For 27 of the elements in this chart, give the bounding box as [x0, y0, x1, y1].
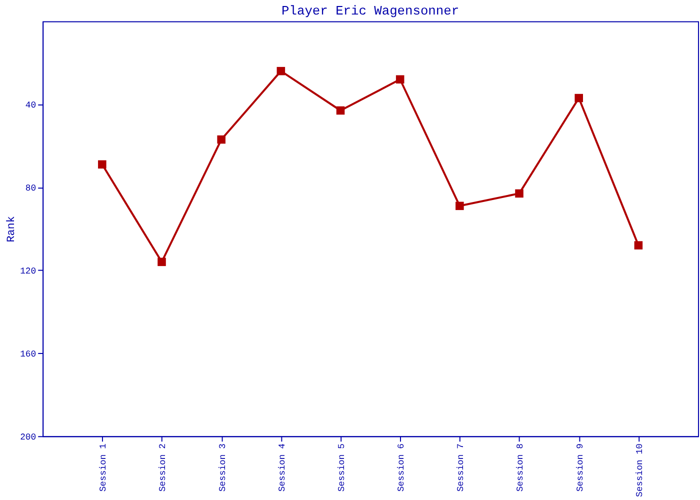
x-tick-label: Session 2 [158, 444, 168, 492]
point [574, 94, 583, 102]
x-tick-label: Session 1 [98, 444, 109, 492]
x-tick-label: Session 8 [516, 444, 526, 492]
point [456, 202, 464, 210]
y-tick-label: 200 [20, 432, 36, 443]
point [98, 160, 106, 169]
point [634, 241, 643, 250]
x-tick-label: Session 4 [277, 444, 288, 492]
y-tick-label: 40 [25, 100, 36, 111]
point [217, 135, 226, 144]
x-tick-label: Session 3 [218, 444, 228, 492]
y-tick-label: 80 [25, 184, 36, 194]
point [396, 75, 404, 84]
point [158, 258, 166, 266]
y-axis-title: Rank [6, 216, 18, 242]
y-tick-label: 120 [20, 266, 36, 277]
x-tick-label: Session 6 [396, 444, 407, 492]
point [515, 189, 524, 198]
x-tick-label: Session 9 [575, 444, 586, 492]
y-tick-label: 160 [20, 350, 36, 360]
x-tick-label: Session 7 [456, 444, 466, 492]
point [276, 66, 286, 76]
point [336, 106, 345, 115]
x-tick-label: Session 10 [634, 444, 645, 498]
chart-title: Player Eric Wagensonner [282, 3, 460, 18]
x-tick-label: Session 5 [336, 444, 347, 492]
